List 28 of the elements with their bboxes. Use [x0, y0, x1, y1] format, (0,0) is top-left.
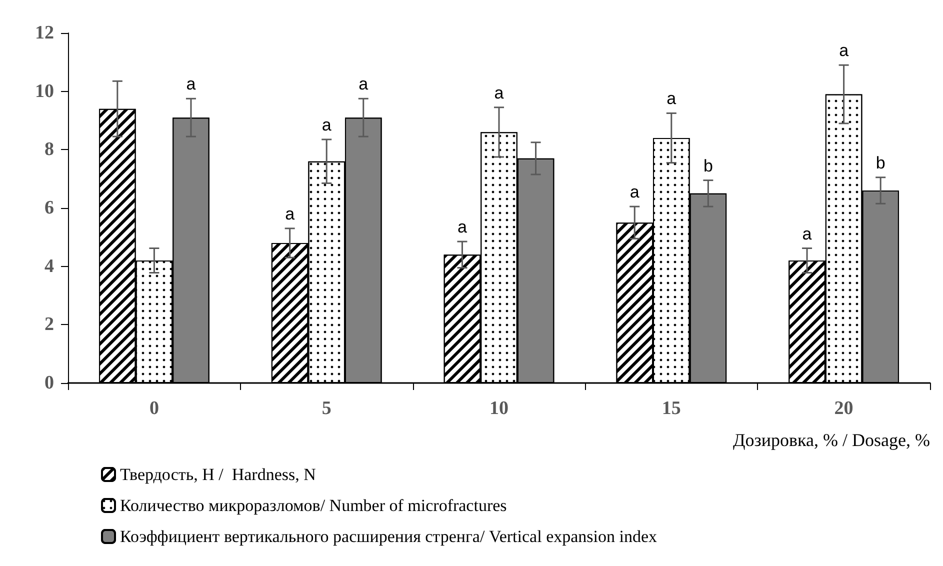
data-label: a [666, 89, 677, 108]
x-axis-title: Дозировка, % / Dosage, % [733, 430, 930, 450]
data-label: a [494, 83, 504, 102]
y-tick-label: 0 [44, 372, 54, 394]
legend-label: Коэффициент вертикального расширения стренга/ Vertical expansion index [120, 527, 658, 546]
data-label: b [703, 156, 713, 176]
data-label: a [839, 41, 850, 60]
x-tick-label: 10 [490, 398, 508, 419]
data-label: a [186, 74, 196, 94]
y-tick-label: 6 [44, 198, 54, 218]
x-tick-label: 0 [149, 398, 159, 419]
data-label: b [876, 153, 886, 172]
data-label: a [630, 182, 640, 202]
y-tick-label: 8 [44, 139, 54, 160]
y-tick-label: 4 [44, 256, 54, 277]
x-tick-label: 5 [322, 398, 332, 419]
y-tick-label: 10 [35, 80, 54, 102]
x-tick-label: 15 [662, 398, 681, 419]
data-label: a [358, 74, 369, 94]
x-tick-label: 20 [834, 398, 854, 419]
legend-label: Твердость, Н / Hardness, N [120, 465, 316, 484]
data-label: a [322, 115, 332, 134]
data-label: a [285, 204, 296, 224]
legend-label: Количество микроразломов/ Number of microfractures [120, 496, 507, 515]
y-tick-label: 2 [44, 314, 54, 336]
y-tick-label: 12 [35, 22, 54, 44]
data-label: a [457, 218, 468, 237]
data-label: a [802, 224, 812, 244]
